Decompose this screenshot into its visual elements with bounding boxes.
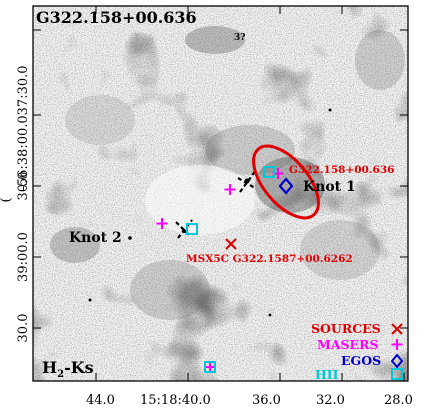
x-icon bbox=[391, 323, 403, 335]
y-tick-label: -56:38:00.037:30.0 bbox=[16, 65, 31, 190]
source-label-g322: G322.158+00.636 bbox=[289, 164, 394, 176]
ego-marker bbox=[278, 177, 294, 195]
knot1-label: Knot 1 bbox=[303, 179, 356, 195]
y-tick-label: 39:00.0 bbox=[16, 232, 31, 282]
legend-masers-label: MASERS bbox=[317, 337, 379, 352]
legend-sources-label: SOURCES bbox=[311, 321, 381, 336]
maser-marker bbox=[224, 184, 236, 195]
tick-marks bbox=[33, 6, 408, 381]
diamond-icon bbox=[390, 353, 404, 369]
y-tick-label: 30.0 bbox=[16, 314, 31, 343]
maser-marker bbox=[156, 218, 168, 229]
maser-marker bbox=[205, 362, 215, 372]
y-tick-label: 30.0 bbox=[16, 172, 31, 201]
knot2-label: Knot 2 bbox=[69, 230, 122, 246]
panel-title: G322.158+00.636 bbox=[36, 8, 197, 27]
square-icon bbox=[391, 368, 403, 380]
x-tick-label: 28.0 bbox=[384, 393, 413, 408]
region-ellipse bbox=[252, 144, 320, 220]
legend-hii-label: HII bbox=[315, 367, 339, 382]
x-tick-label: 15:18:40.0 bbox=[140, 393, 211, 408]
source-label-msx: MSX5C G322.1587+00.6262 bbox=[186, 253, 353, 265]
markers bbox=[156, 166, 294, 373]
source-marker bbox=[225, 238, 237, 250]
hii-marker bbox=[263, 166, 275, 178]
legend-egos-label: EGOS bbox=[341, 353, 381, 368]
x-tick-label: 44.0 bbox=[86, 393, 115, 408]
hii-marker bbox=[204, 361, 216, 373]
hii-marker bbox=[186, 223, 198, 235]
legend: SOURCES MASERS EGOS HII bbox=[311, 321, 404, 382]
plot-frame bbox=[32, 5, 409, 382]
band-label: H2-Ks bbox=[42, 358, 94, 380]
x-tick-label: 36.0 bbox=[252, 393, 281, 408]
y-axis-title-fragment: ( bbox=[0, 197, 14, 202]
plus-icon bbox=[391, 339, 403, 350]
x-tick-label: 32.0 bbox=[316, 393, 345, 408]
image-panel bbox=[33, 6, 408, 381]
unlabeled-mark: 3? bbox=[234, 33, 246, 43]
